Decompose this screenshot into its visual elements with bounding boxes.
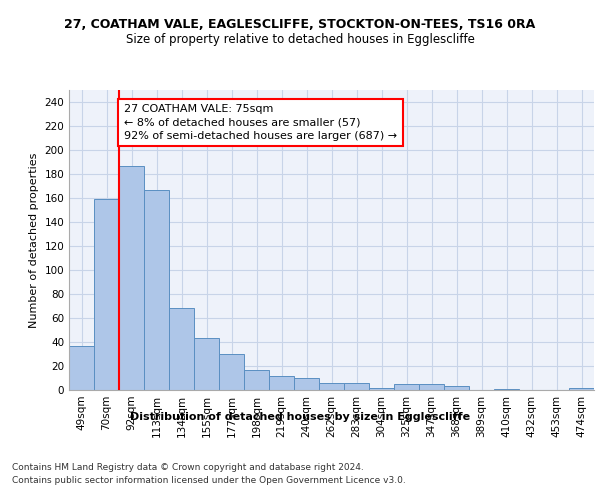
Bar (344, 383, 369, 390)
Bar (394, 384, 419, 390)
Bar (494, 389, 519, 390)
Text: 27 COATHAM VALE: 75sqm
← 8% of detached houses are smaller (57)
92% of semi-deta: 27 COATHAM VALE: 75sqm ← 8% of detached … (124, 104, 397, 141)
Y-axis label: Number of detached properties: Number of detached properties (29, 152, 39, 328)
Text: Contains public sector information licensed under the Open Government Licence v3: Contains public sector information licen… (12, 476, 406, 485)
Bar (369, 388, 394, 390)
Bar (444, 386, 469, 390)
Text: Contains HM Land Registry data © Crown copyright and database right 2024.: Contains HM Land Registry data © Crown c… (12, 462, 364, 471)
Bar (194, 338, 219, 390)
Bar (169, 308, 194, 390)
Bar (69, 346, 94, 390)
Text: Distribution of detached houses by size in Egglescliffe: Distribution of detached houses by size … (130, 412, 470, 422)
Bar (569, 388, 594, 390)
Bar (94, 199, 119, 390)
Bar (419, 384, 444, 390)
Bar (269, 376, 294, 390)
Bar (319, 383, 344, 390)
Bar (144, 190, 169, 390)
Bar (294, 378, 319, 390)
Bar (219, 354, 244, 390)
Bar (244, 370, 269, 390)
Bar (119, 166, 144, 390)
Text: Size of property relative to detached houses in Egglescliffe: Size of property relative to detached ho… (125, 32, 475, 46)
Text: 27, COATHAM VALE, EAGLESCLIFFE, STOCKTON-ON-TEES, TS16 0RA: 27, COATHAM VALE, EAGLESCLIFFE, STOCKTON… (64, 18, 536, 30)
